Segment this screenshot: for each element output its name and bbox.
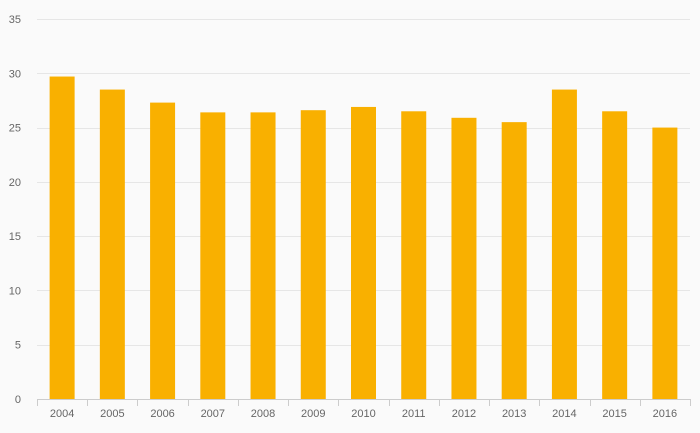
- bar-2007: [200, 112, 226, 400]
- bar-2005: [99, 89, 125, 399]
- y-tick-label: 0: [15, 394, 21, 406]
- x-tick-label: 2013: [502, 408, 526, 420]
- bar-2004: [49, 76, 75, 399]
- x-tick-label: 2014: [552, 408, 576, 420]
- y-tick-label: 30: [9, 68, 21, 80]
- bar-2008: [250, 112, 276, 400]
- bar-2015: [602, 111, 628, 399]
- bar-2009: [300, 110, 326, 399]
- x-tick-label: 2011: [402, 408, 426, 420]
- x-tick-label: 2005: [100, 408, 124, 420]
- y-tick-label: 10: [9, 285, 21, 297]
- x-tick-label: 2015: [602, 408, 626, 420]
- x-tick-label: 2004: [50, 408, 74, 420]
- bar-2014: [551, 89, 577, 399]
- y-tick-label: 35: [9, 14, 21, 26]
- y-axis-labels: 0 5 10 15 20 25 30 35: [9, 14, 21, 406]
- y-tick-label: 20: [9, 177, 21, 189]
- x-axis-labels: 2004 2005 2006 2007 2008 2009 2010 2011 2012 2013…: [50, 408, 677, 420]
- bar-2012: [451, 117, 477, 400]
- bar-2013: [501, 122, 527, 399]
- x-tick-label: 2008: [251, 408, 275, 420]
- y-tick-label: 15: [9, 231, 21, 243]
- x-tick-label: 2009: [301, 408, 325, 420]
- bar-2011: [401, 111, 427, 399]
- x-tick-label: 2012: [452, 408, 476, 420]
- y-tick-label: 5: [15, 340, 21, 352]
- bar-2010: [351, 106, 376, 399]
- x-axis: [37, 399, 691, 406]
- y-tick-label: 25: [9, 123, 21, 135]
- x-tick-label: 2016: [653, 408, 677, 420]
- bars: [49, 76, 678, 400]
- x-tick-label: 2007: [201, 408, 225, 420]
- bar-2006: [150, 102, 176, 399]
- bar-2016: [652, 127, 678, 399]
- x-tick-label: 2006: [150, 408, 174, 420]
- x-tick-label: 2010: [351, 408, 375, 420]
